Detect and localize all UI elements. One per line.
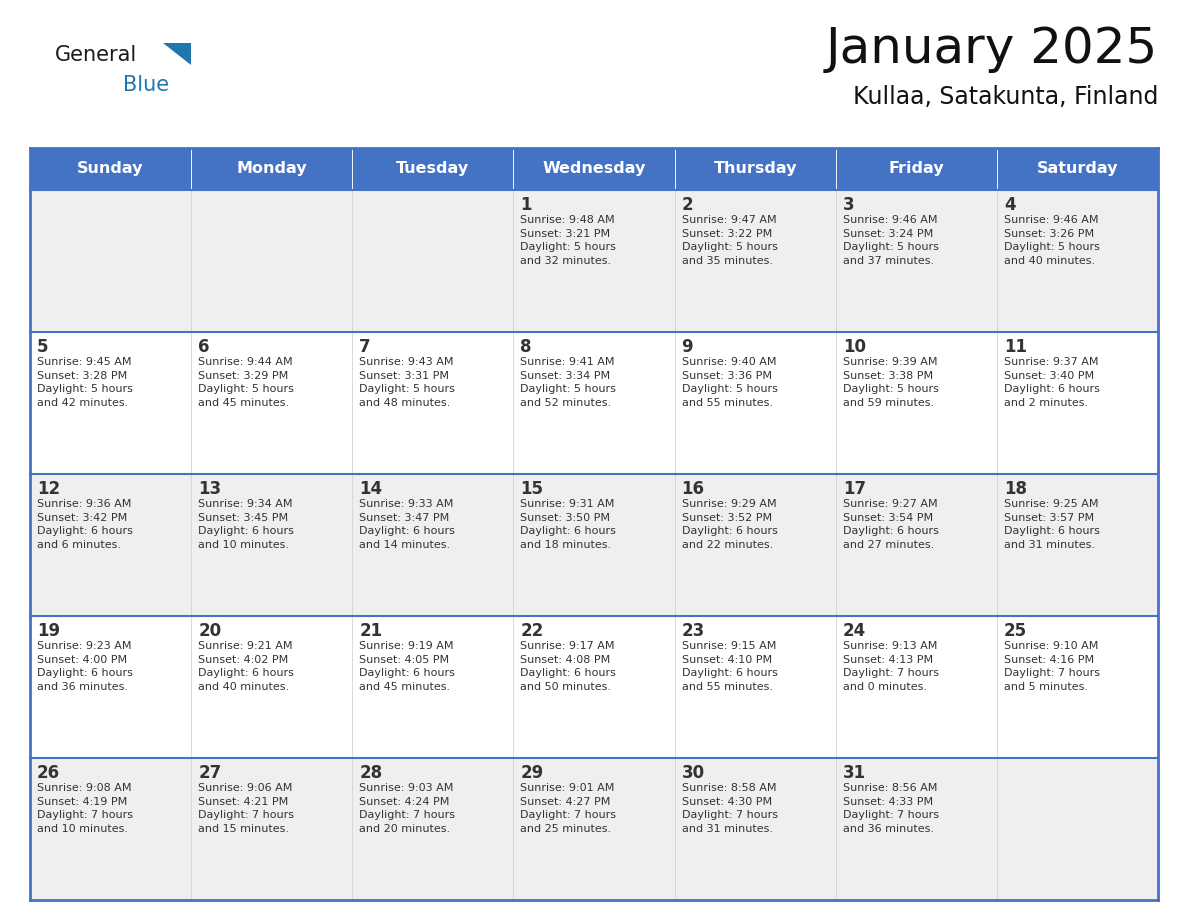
- Text: 23: 23: [682, 622, 704, 640]
- Text: Sunrise: 9:13 AM
Sunset: 4:13 PM
Daylight: 7 hours
and 0 minutes.: Sunrise: 9:13 AM Sunset: 4:13 PM Dayligh…: [842, 641, 939, 692]
- Text: 17: 17: [842, 480, 866, 498]
- Text: Sunrise: 9:23 AM
Sunset: 4:00 PM
Daylight: 6 hours
and 36 minutes.: Sunrise: 9:23 AM Sunset: 4:00 PM Dayligh…: [37, 641, 133, 692]
- Text: 5: 5: [37, 338, 49, 356]
- Polygon shape: [163, 43, 191, 65]
- Text: 8: 8: [520, 338, 532, 356]
- Text: Sunrise: 9:15 AM
Sunset: 4:10 PM
Daylight: 6 hours
and 55 minutes.: Sunrise: 9:15 AM Sunset: 4:10 PM Dayligh…: [682, 641, 777, 692]
- Text: 28: 28: [359, 764, 383, 782]
- Text: Sunrise: 9:36 AM
Sunset: 3:42 PM
Daylight: 6 hours
and 6 minutes.: Sunrise: 9:36 AM Sunset: 3:42 PM Dayligh…: [37, 499, 133, 550]
- Text: Sunrise: 9:21 AM
Sunset: 4:02 PM
Daylight: 6 hours
and 40 minutes.: Sunrise: 9:21 AM Sunset: 4:02 PM Dayligh…: [198, 641, 293, 692]
- Text: Sunrise: 8:56 AM
Sunset: 4:33 PM
Daylight: 7 hours
and 36 minutes.: Sunrise: 8:56 AM Sunset: 4:33 PM Dayligh…: [842, 783, 939, 834]
- Text: 26: 26: [37, 764, 61, 782]
- Bar: [30, 474, 1158, 616]
- Text: Sunrise: 9:25 AM
Sunset: 3:57 PM
Daylight: 6 hours
and 31 minutes.: Sunrise: 9:25 AM Sunset: 3:57 PM Dayligh…: [1004, 499, 1100, 550]
- Text: Saturday: Saturday: [1037, 162, 1118, 176]
- Bar: [30, 332, 1158, 474]
- Text: 25: 25: [1004, 622, 1026, 640]
- Text: Thursday: Thursday: [713, 162, 797, 176]
- Text: 3: 3: [842, 196, 854, 214]
- Text: 11: 11: [1004, 338, 1026, 356]
- Text: 15: 15: [520, 480, 543, 498]
- Bar: [30, 190, 1158, 332]
- Bar: [353, 148, 513, 190]
- Text: Sunrise: 9:37 AM
Sunset: 3:40 PM
Daylight: 6 hours
and 2 minutes.: Sunrise: 9:37 AM Sunset: 3:40 PM Dayligh…: [1004, 357, 1100, 408]
- Text: Sunrise: 9:48 AM
Sunset: 3:21 PM
Daylight: 5 hours
and 32 minutes.: Sunrise: 9:48 AM Sunset: 3:21 PM Dayligh…: [520, 215, 617, 266]
- Text: 12: 12: [37, 480, 61, 498]
- Text: 4: 4: [1004, 196, 1016, 214]
- Text: Tuesday: Tuesday: [397, 162, 469, 176]
- Text: Sunrise: 9:19 AM
Sunset: 4:05 PM
Daylight: 6 hours
and 45 minutes.: Sunrise: 9:19 AM Sunset: 4:05 PM Dayligh…: [359, 641, 455, 692]
- Text: 14: 14: [359, 480, 383, 498]
- Text: Sunrise: 9:39 AM
Sunset: 3:38 PM
Daylight: 5 hours
and 59 minutes.: Sunrise: 9:39 AM Sunset: 3:38 PM Dayligh…: [842, 357, 939, 408]
- Text: January 2025: January 2025: [826, 25, 1158, 73]
- Text: 24: 24: [842, 622, 866, 640]
- Text: 29: 29: [520, 764, 544, 782]
- Text: Sunrise: 9:10 AM
Sunset: 4:16 PM
Daylight: 7 hours
and 5 minutes.: Sunrise: 9:10 AM Sunset: 4:16 PM Dayligh…: [1004, 641, 1100, 692]
- Text: Sunrise: 9:40 AM
Sunset: 3:36 PM
Daylight: 5 hours
and 55 minutes.: Sunrise: 9:40 AM Sunset: 3:36 PM Dayligh…: [682, 357, 777, 408]
- Text: 18: 18: [1004, 480, 1026, 498]
- Text: Sunrise: 9:08 AM
Sunset: 4:19 PM
Daylight: 7 hours
and 10 minutes.: Sunrise: 9:08 AM Sunset: 4:19 PM Dayligh…: [37, 783, 133, 834]
- Text: Sunrise: 9:03 AM
Sunset: 4:24 PM
Daylight: 7 hours
and 20 minutes.: Sunrise: 9:03 AM Sunset: 4:24 PM Dayligh…: [359, 783, 455, 834]
- Bar: [513, 148, 675, 190]
- Text: Blue: Blue: [124, 75, 169, 95]
- Text: Wednesday: Wednesday: [542, 162, 646, 176]
- Text: 1: 1: [520, 196, 532, 214]
- Text: Kullaa, Satakunta, Finland: Kullaa, Satakunta, Finland: [853, 85, 1158, 109]
- Text: Sunrise: 9:33 AM
Sunset: 3:47 PM
Daylight: 6 hours
and 14 minutes.: Sunrise: 9:33 AM Sunset: 3:47 PM Dayligh…: [359, 499, 455, 550]
- Text: 13: 13: [198, 480, 221, 498]
- Bar: [30, 148, 191, 190]
- Text: 10: 10: [842, 338, 866, 356]
- Text: 2: 2: [682, 196, 693, 214]
- Text: 27: 27: [198, 764, 221, 782]
- Text: Sunrise: 9:34 AM
Sunset: 3:45 PM
Daylight: 6 hours
and 10 minutes.: Sunrise: 9:34 AM Sunset: 3:45 PM Dayligh…: [198, 499, 293, 550]
- Text: 19: 19: [37, 622, 61, 640]
- Text: Sunrise: 9:46 AM
Sunset: 3:26 PM
Daylight: 5 hours
and 40 minutes.: Sunrise: 9:46 AM Sunset: 3:26 PM Dayligh…: [1004, 215, 1100, 266]
- Text: Sunrise: 8:58 AM
Sunset: 4:30 PM
Daylight: 7 hours
and 31 minutes.: Sunrise: 8:58 AM Sunset: 4:30 PM Dayligh…: [682, 783, 778, 834]
- Bar: [30, 758, 1158, 900]
- Text: Sunrise: 9:43 AM
Sunset: 3:31 PM
Daylight: 5 hours
and 48 minutes.: Sunrise: 9:43 AM Sunset: 3:31 PM Dayligh…: [359, 357, 455, 408]
- Text: 9: 9: [682, 338, 693, 356]
- Text: Sunrise: 9:29 AM
Sunset: 3:52 PM
Daylight: 6 hours
and 22 minutes.: Sunrise: 9:29 AM Sunset: 3:52 PM Dayligh…: [682, 499, 777, 550]
- Text: Monday: Monday: [236, 162, 307, 176]
- Text: 30: 30: [682, 764, 704, 782]
- Text: 22: 22: [520, 622, 544, 640]
- Text: Sunrise: 9:27 AM
Sunset: 3:54 PM
Daylight: 6 hours
and 27 minutes.: Sunrise: 9:27 AM Sunset: 3:54 PM Dayligh…: [842, 499, 939, 550]
- Text: 7: 7: [359, 338, 371, 356]
- Bar: [997, 148, 1158, 190]
- Text: Sunrise: 9:06 AM
Sunset: 4:21 PM
Daylight: 7 hours
and 15 minutes.: Sunrise: 9:06 AM Sunset: 4:21 PM Dayligh…: [198, 783, 295, 834]
- Text: Sunrise: 9:46 AM
Sunset: 3:24 PM
Daylight: 5 hours
and 37 minutes.: Sunrise: 9:46 AM Sunset: 3:24 PM Dayligh…: [842, 215, 939, 266]
- Bar: [191, 148, 353, 190]
- Text: Sunrise: 9:01 AM
Sunset: 4:27 PM
Daylight: 7 hours
and 25 minutes.: Sunrise: 9:01 AM Sunset: 4:27 PM Dayligh…: [520, 783, 617, 834]
- Text: 20: 20: [198, 622, 221, 640]
- Text: Sunday: Sunday: [77, 162, 144, 176]
- Text: 31: 31: [842, 764, 866, 782]
- Text: 6: 6: [198, 338, 209, 356]
- Text: 21: 21: [359, 622, 383, 640]
- Text: General: General: [55, 45, 138, 65]
- Bar: [675, 148, 835, 190]
- Text: Sunrise: 9:31 AM
Sunset: 3:50 PM
Daylight: 6 hours
and 18 minutes.: Sunrise: 9:31 AM Sunset: 3:50 PM Dayligh…: [520, 499, 617, 550]
- Bar: [30, 616, 1158, 758]
- Bar: [835, 148, 997, 190]
- Text: 16: 16: [682, 480, 704, 498]
- Text: Sunrise: 9:17 AM
Sunset: 4:08 PM
Daylight: 6 hours
and 50 minutes.: Sunrise: 9:17 AM Sunset: 4:08 PM Dayligh…: [520, 641, 617, 692]
- Text: Sunrise: 9:45 AM
Sunset: 3:28 PM
Daylight: 5 hours
and 42 minutes.: Sunrise: 9:45 AM Sunset: 3:28 PM Dayligh…: [37, 357, 133, 408]
- Text: Sunrise: 9:44 AM
Sunset: 3:29 PM
Daylight: 5 hours
and 45 minutes.: Sunrise: 9:44 AM Sunset: 3:29 PM Dayligh…: [198, 357, 293, 408]
- Text: Sunrise: 9:41 AM
Sunset: 3:34 PM
Daylight: 5 hours
and 52 minutes.: Sunrise: 9:41 AM Sunset: 3:34 PM Dayligh…: [520, 357, 617, 408]
- Text: Friday: Friday: [889, 162, 944, 176]
- Text: Sunrise: 9:47 AM
Sunset: 3:22 PM
Daylight: 5 hours
and 35 minutes.: Sunrise: 9:47 AM Sunset: 3:22 PM Dayligh…: [682, 215, 777, 266]
